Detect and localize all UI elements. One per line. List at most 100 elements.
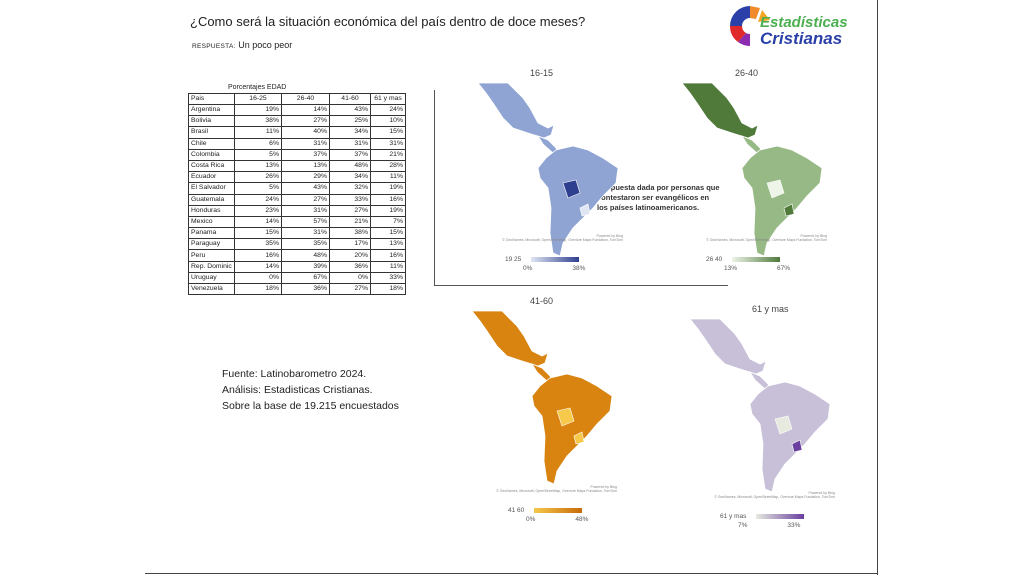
value-cell: 13%: [234, 159, 282, 173]
value-cell: 43%: [281, 182, 330, 195]
legend-gradient: [531, 256, 580, 262]
map-title: 26-40: [735, 68, 759, 78]
value-cell: 39%: [281, 260, 330, 273]
value-cell: 57%: [281, 215, 330, 229]
value-cell: 38%: [234, 115, 282, 128]
value-cell: 19%: [370, 204, 406, 217]
credit-line: © GeoNames, Microsoft, OpenStreetMap, Ov…: [502, 238, 623, 242]
country-cell: Brasil: [188, 126, 235, 139]
map-shape: [477, 82, 619, 257]
region-bolivia: [556, 407, 575, 427]
table-row: Rep. Dominic 14% 39% 36% 11%: [188, 260, 406, 273]
legend-min: 7%: [738, 522, 748, 529]
region-uruguay: [791, 439, 803, 453]
legend-label: 26 40: [706, 256, 723, 263]
region-bolivia: [766, 179, 785, 199]
country-cell: El Salvador: [188, 182, 235, 195]
country-cell: Honduras: [188, 204, 235, 217]
map-box-line: [434, 90, 435, 285]
country-cell: Bolivia: [188, 115, 235, 128]
country-cell: Ecuador: [188, 171, 235, 184]
page-title: ¿Como será la situación económica del pa…: [190, 14, 586, 29]
country-cell: Uruguay: [188, 271, 235, 285]
value-cell: 13%: [281, 159, 330, 173]
region-uruguay: [579, 203, 591, 217]
value-cell: 0%: [234, 271, 282, 285]
value-cell: 31%: [370, 137, 406, 150]
region-bolivia: [562, 179, 581, 199]
legend-gradient: [756, 513, 805, 519]
value-cell: 27%: [281, 193, 330, 206]
value-cell: 11%: [234, 126, 282, 139]
region-mexico: [681, 82, 759, 139]
value-cell: 11%: [370, 260, 406, 273]
value-cell: 15%: [370, 126, 406, 139]
table-row: Mexico 14% 57% 21% 7%: [188, 215, 406, 229]
value-cell: 19%: [370, 182, 406, 195]
table-row: Uruguay 0% 67% 0% 33%: [188, 271, 406, 285]
value-cell: 20%: [329, 249, 371, 262]
value-cell: 31%: [281, 204, 330, 217]
value-cell: 15%: [370, 227, 406, 240]
country-cell: Panama: [188, 227, 235, 240]
map-title: 16-15: [530, 68, 554, 78]
data-table: Pais 16-25 26-40 41-60 61 y mas Argentina 19%…: [188, 93, 406, 296]
value-cell: 24%: [370, 103, 406, 117]
map-credit: Powered by Bing © GeoNames, Microsoft, Op…: [637, 234, 827, 242]
value-cell: 37%: [329, 148, 371, 161]
column-header: 61 y mas: [370, 93, 406, 105]
legend-label: 61 y mas: [720, 513, 747, 520]
country-cell: Rep. Dominic: [188, 260, 235, 273]
value-cell: 16%: [370, 193, 406, 206]
table-row: Panama 15% 31% 38% 15%: [188, 227, 406, 240]
response-label: RESPUESTA:: [192, 43, 236, 50]
table-row: Venezuela 18% 36% 27% 18%: [188, 282, 406, 296]
table-row: Brasil 11% 40% 34% 15%: [188, 126, 406, 139]
map-shape: [471, 310, 613, 485]
map-credit: Powered by Bing © GeoNames, Microsoft, Op…: [433, 234, 623, 242]
value-cell: 26%: [234, 171, 282, 184]
table-row: Bolivia 38% 27% 25% 10%: [188, 115, 406, 128]
region-uruguay: [783, 203, 795, 217]
credit-line: © GeoNames, Microsoft, OpenStreetMap, Ov…: [496, 489, 617, 493]
value-cell: 25%: [329, 115, 371, 128]
map-title: 41-60: [530, 296, 554, 306]
value-cell: 36%: [329, 260, 371, 273]
map-title: 61 y mas: [752, 304, 789, 314]
value-cell: 18%: [370, 282, 406, 296]
region-south-america: [531, 373, 613, 485]
country-cell: Colombia: [188, 148, 235, 161]
value-cell: 5%: [234, 148, 282, 161]
logo: Estadísticas Cristianas: [730, 6, 848, 48]
value-cell: 35%: [281, 238, 330, 251]
map-note: Respuesta dada por personas que contesta…: [597, 183, 720, 212]
value-cell: 11%: [370, 171, 406, 184]
value-cell: 0%: [329, 271, 371, 285]
value-cell: 48%: [329, 159, 371, 173]
map-legend: 61 y mas 7% 33%: [720, 513, 805, 529]
source-note: Fuente: Latinobarometro 2024. Análisis: …: [222, 366, 399, 414]
table-row: Argentina 19% 14% 43% 24%: [188, 103, 406, 117]
value-cell: 34%: [329, 126, 371, 139]
legend-max: 33%: [787, 522, 801, 529]
region-south-america: [741, 145, 823, 257]
map-credit: Powered by Bing © GeoNames, Microsoft, Op…: [427, 485, 617, 493]
region-bolivia: [774, 415, 793, 435]
value-cell: 13%: [370, 238, 406, 251]
table-row: Guatemala 24% 27% 33% 16%: [188, 193, 406, 206]
map-box-line: [434, 285, 728, 286]
credit-line: © GeoNames, Microsoft, OpenStreetMap, Ov…: [706, 238, 827, 242]
frame-line-right: [877, 0, 878, 575]
country-cell: Argentina: [188, 103, 235, 117]
value-cell: 18%: [234, 282, 282, 296]
column-header: 16-25: [234, 93, 282, 105]
value-cell: 67%: [281, 271, 330, 285]
svg-text:Cristianas: Cristianas: [760, 29, 842, 48]
value-cell: 31%: [329, 137, 371, 150]
value-cell: 36%: [281, 282, 330, 296]
table-row: El Salvador 5% 43% 32% 19%: [188, 182, 406, 195]
legend-max: 67%: [777, 265, 791, 272]
country-cell: Venezuela: [188, 282, 235, 296]
value-cell: 32%: [329, 182, 371, 195]
